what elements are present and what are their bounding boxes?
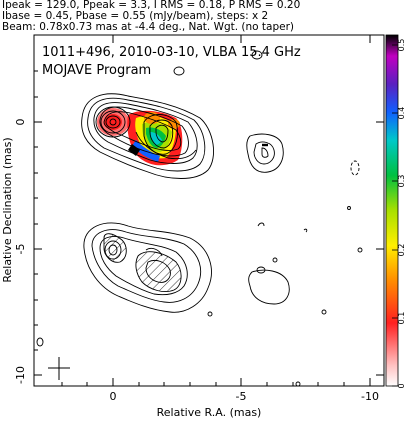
plot-frame — [33, 34, 385, 387]
lower-contour-map — [83, 222, 290, 313]
header-line-2: Ibase = 0.45, Pbase = 0.55 (mJy/beam), s… — [2, 10, 269, 22]
x-tick-label: -10 — [361, 390, 379, 403]
x-axis-label: Relative R.A. (mas) — [157, 406, 262, 419]
colorbar-tick-label: 0.5 — [397, 39, 406, 52]
plot-header: Ipeak = 129.0, Ppeak = 3.3, I RMS = 0.18… — [2, 0, 407, 33]
y-tick-label: -5 — [14, 244, 27, 255]
intensity-contours — [81, 50, 284, 179]
beam-marker — [48, 357, 70, 380]
colorbar-ticks — [392, 44, 398, 387]
colorbar-tick-label: 0.3 — [397, 175, 406, 188]
colorbar-tick-label: 0.2 — [397, 244, 406, 257]
x-tick-label: -5 — [236, 390, 247, 403]
colorbar-tick-label: 0.4 — [397, 107, 406, 120]
colorbar-tick-label: 0.1 — [397, 312, 406, 325]
program-label: MOJAVE Program — [42, 63, 151, 78]
source-label: 1011+496, 2010-03-10, VLBA 15.4 GHz — [42, 45, 301, 60]
axis-ticks — [34, 35, 384, 386]
header-line-1: Ipeak = 129.0, Ppeak = 3.3, I RMS = 0.18… — [2, 0, 301, 11]
colorbar-tick-label: 0 — [397, 383, 406, 388]
negative-contours — [36, 160, 363, 387]
y-axis-label: Relative Declination (mas) — [1, 137, 14, 282]
y-tick-label: -10 — [14, 366, 27, 384]
colorbar — [385, 34, 399, 387]
y-tick-label: 0 — [14, 119, 27, 126]
x-tick-label: 0 — [110, 390, 117, 403]
header-line-3: Beam: 0.78x0.73 mas at -4.4 deg., Nat. W… — [2, 21, 295, 33]
